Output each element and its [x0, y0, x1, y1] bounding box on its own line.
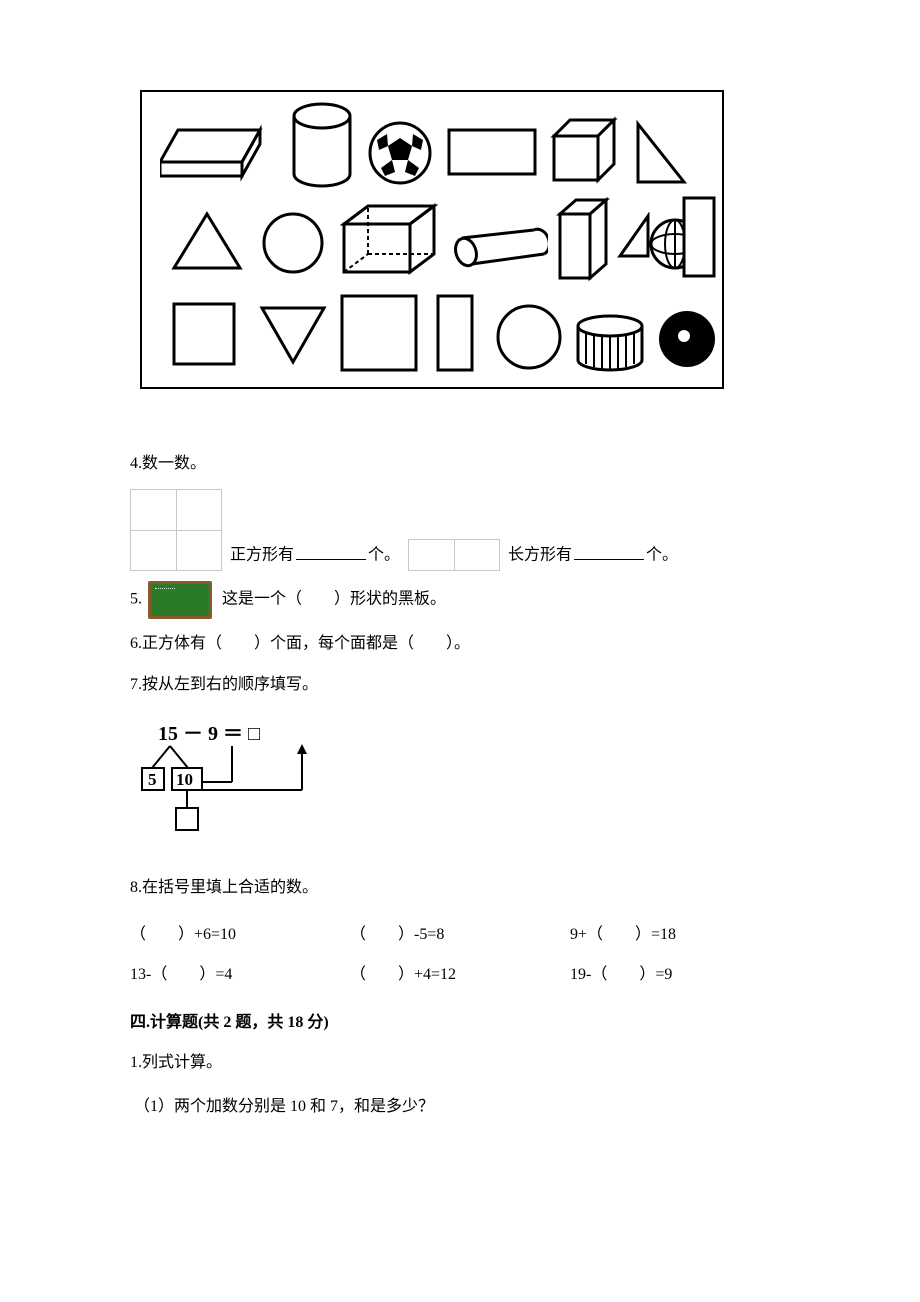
q8-r2c: 19-（ ）=9: [570, 960, 790, 984]
q8-text: 在括号里填上合适的数。: [142, 879, 318, 896]
cuboid-icon: [340, 202, 440, 278]
question-7: 7.按从左到右的顺序填写。: [130, 670, 790, 700]
q5-text: 这是一个（ ）形状的黑板。: [222, 591, 446, 608]
section4-q1: 1.列式计算。: [130, 1048, 790, 1078]
lying-cylinder-icon: [452, 224, 548, 268]
q7-text: 按从左到右的顺序填写。: [142, 676, 318, 693]
q8-r1b: （ ）-5=8: [350, 920, 570, 944]
q8-r1a: （ ）+6=10: [130, 920, 350, 944]
question-6: 6.正方体有（ ）个面，每个面都是（ ）。: [130, 629, 790, 659]
square-icon: [172, 302, 238, 368]
q4-rect-suffix: 个。: [646, 547, 678, 564]
triangle-icon: [170, 210, 244, 274]
shapes-figure: [140, 90, 724, 389]
question-4: 4.数一数。: [130, 449, 790, 479]
circle-icon: [260, 210, 326, 276]
tall-rectangle-icon: [682, 196, 718, 280]
q8-r1c: 9+（ ）=18: [570, 920, 790, 944]
q4-label: 4.数一数。: [130, 455, 206, 472]
squat-cylinder-icon: [574, 314, 646, 374]
tall-cuboid-icon: [556, 196, 612, 282]
cylinder-icon: [287, 102, 357, 192]
section4-q1-1: （1）两个加数分别是 10 和 7，和是多少？: [134, 1092, 790, 1116]
q8-label: 8.: [130, 879, 142, 896]
square-grid-icon: [130, 489, 222, 571]
q4-sq-prefix: 正方形有: [230, 547, 294, 564]
inverted-triangle-icon: [258, 304, 328, 366]
rectangle-icon: [447, 128, 537, 178]
black-sphere-icon: [656, 308, 718, 370]
decomp-right: 10: [176, 770, 193, 789]
soccer-ball-icon: [367, 120, 433, 186]
q6-text: 正方体有（ ）个面，每个面都是（ ）。: [142, 635, 470, 652]
cube-icon: [550, 116, 622, 188]
circle2-icon: [494, 302, 564, 372]
q4-rect-prefix: 长方形有: [508, 547, 572, 564]
q4-sq-suffix: 个。: [368, 547, 400, 564]
blank-rect[interactable]: [574, 559, 644, 560]
blank-sq[interactable]: [296, 559, 366, 560]
decomposition-figure: 15 － 9 ＝ □ 5 10: [140, 718, 790, 843]
rect-grid-icon: [408, 539, 500, 571]
q8-row1: （ ）+6=10 （ ）-5=8 9+（ ）=18: [130, 920, 790, 944]
decomp-left: 5: [148, 770, 157, 789]
page: 4.数一数。 正方形有 个。 长方形有 个。 5. 这是一个（ ）形状的黑板。 6.…: [0, 0, 920, 1196]
decomp-blank-box[interactable]: [176, 808, 198, 830]
q7-label: 7.: [130, 676, 142, 693]
question-8: 8.在括号里填上合适的数。: [130, 873, 790, 903]
q4-body: 正方形有 个。 长方形有 个。: [130, 489, 790, 571]
q8-r2b: （ ）+4=12: [350, 960, 570, 984]
question-5: 5. 这是一个（ ）形状的黑板。: [130, 581, 790, 619]
blackboard-icon: [148, 581, 212, 619]
cuboid-slab-icon: [160, 122, 270, 182]
q8-r2a: 13-（ ）=4: [130, 960, 350, 984]
section-4-title: 四.计算题(共 2 题，共 18 分): [130, 1008, 790, 1038]
right-triangle-icon: [634, 120, 688, 186]
q6-label: 6.: [130, 635, 142, 652]
q5-label: 5.: [130, 591, 142, 608]
q8-row2: 13-（ ）=4 （ ）+4=12 19-（ ）=9: [130, 960, 790, 984]
thin-rectangle-icon: [436, 294, 476, 374]
big-square-icon: [340, 294, 420, 374]
decomp-expr: 15 － 9 ＝ □: [158, 723, 260, 745]
